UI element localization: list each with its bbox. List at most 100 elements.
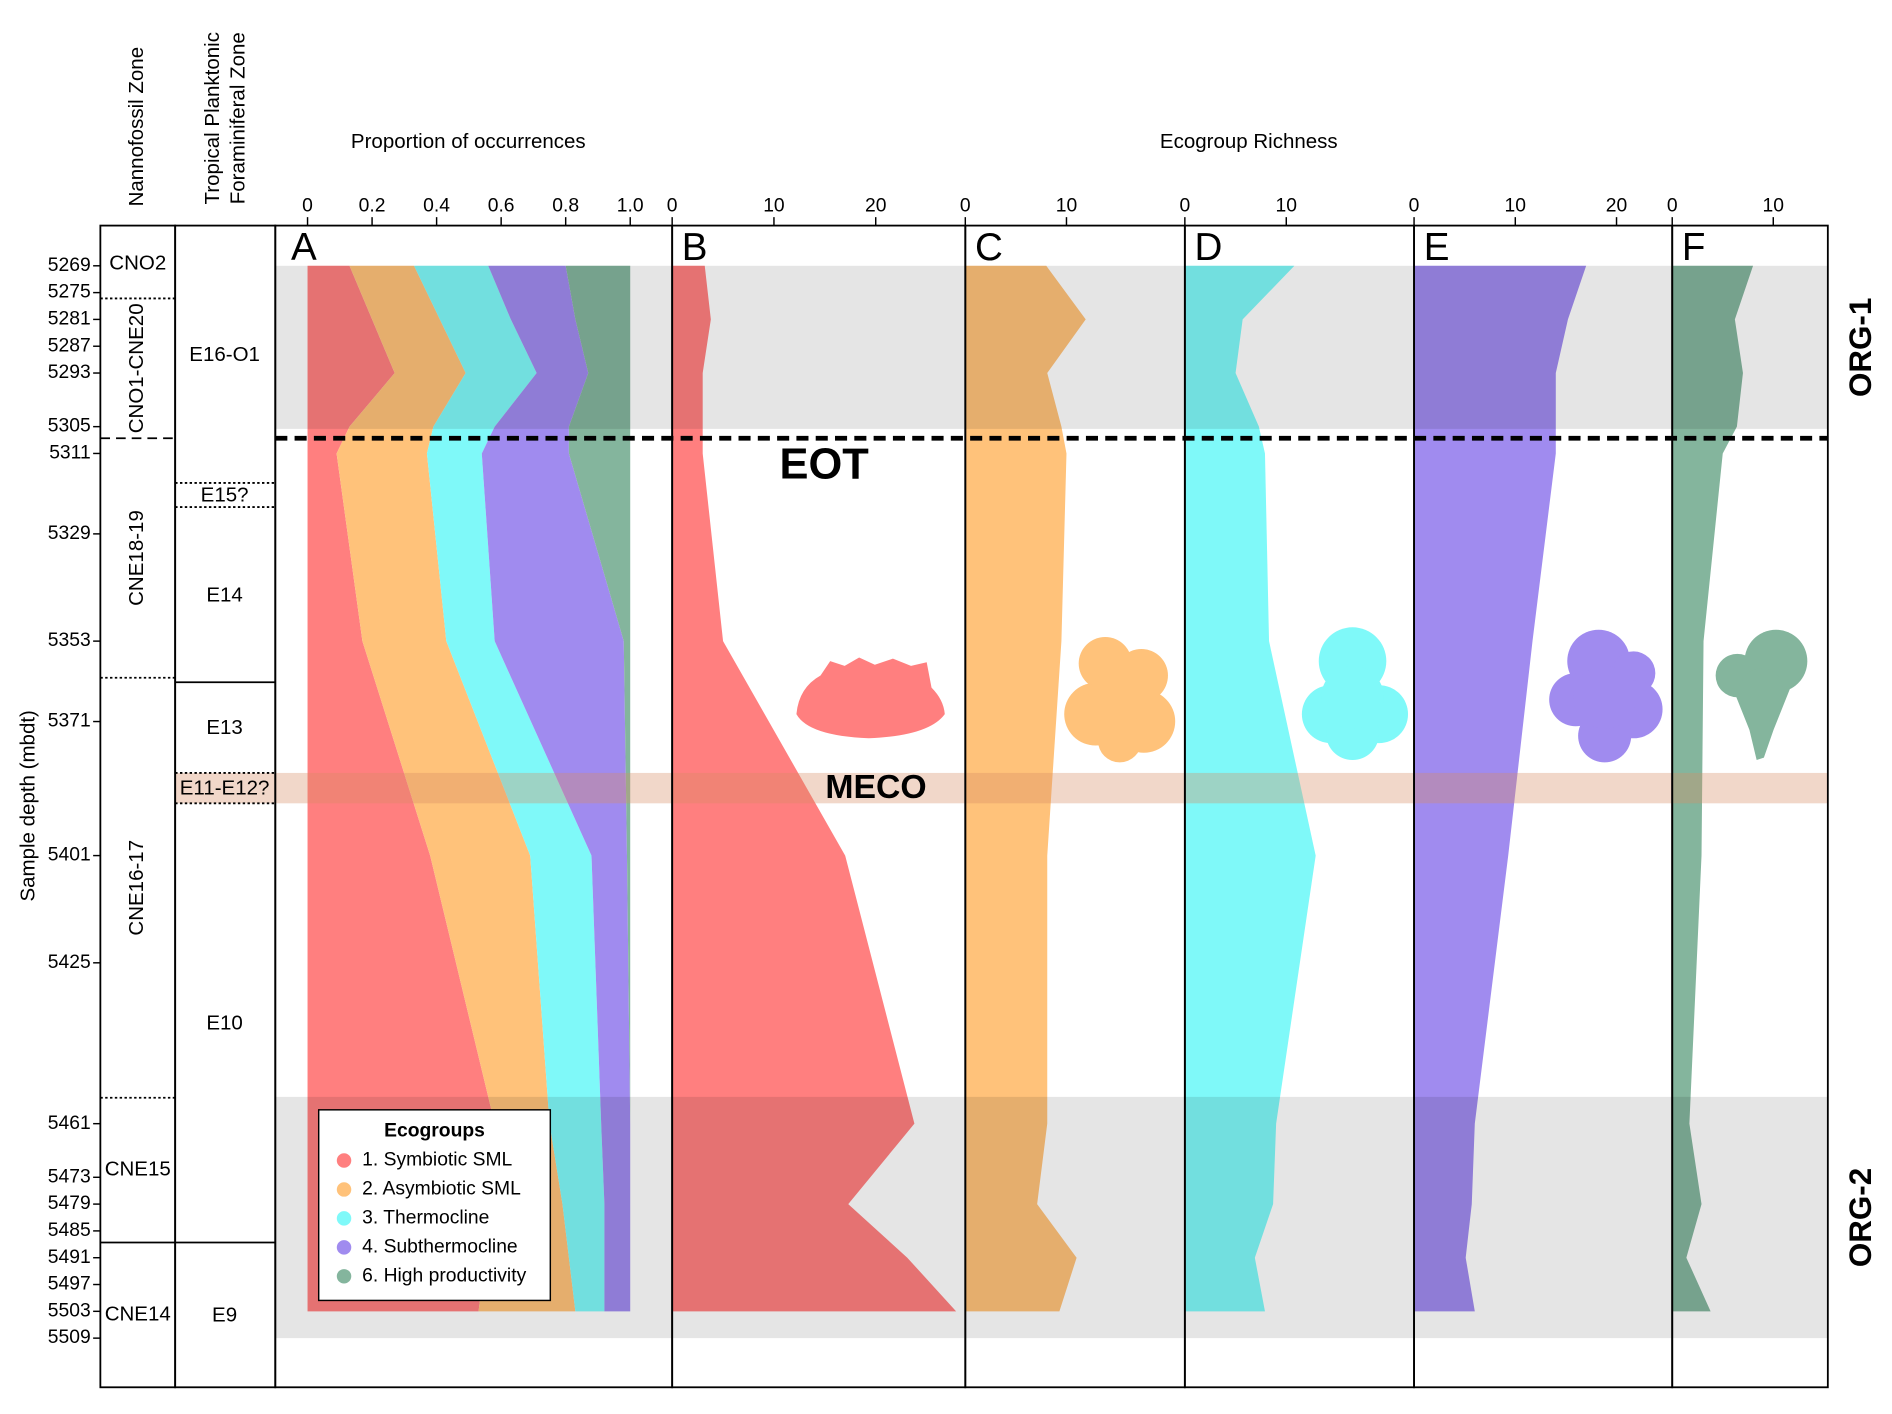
legend-label: 2. Asymbiotic SML — [362, 1179, 521, 1200]
legend-box — [317, 1109, 552, 1302]
plank-zone-label: E14 — [206, 583, 242, 606]
y-tick-label: 5275 — [48, 282, 91, 303]
y-tick-label: 5293 — [48, 362, 91, 383]
x-tick-label: 10 — [1056, 195, 1077, 216]
nanno-title: Nannofossil Zone — [125, 47, 148, 207]
interval-label: ORG-1 — [1843, 298, 1878, 397]
panel-letter: C — [975, 226, 1003, 269]
plank-zone-label: E13 — [206, 716, 242, 739]
plank-zone-label: E11-E12? — [180, 777, 270, 800]
y-tick-label: 5473 — [48, 1166, 91, 1187]
nanno-zone-label: CNO1-CNE20 — [125, 303, 148, 433]
y-tick-label: 5497 — [48, 1274, 91, 1295]
x-tick-label: 10 — [763, 195, 784, 216]
stack-area — [307, 265, 495, 1312]
x-tick-label: 10 — [1505, 195, 1526, 216]
x-tick-label: 20 — [1606, 195, 1627, 216]
foram-icon — [1097, 718, 1142, 763]
y-tick-label: 5329 — [48, 523, 91, 544]
y-tick-label: 5491 — [48, 1247, 91, 1268]
legend-label: 4. Subthermocline — [362, 1236, 518, 1257]
x-tick-label: 0.4 — [423, 195, 450, 216]
meco-label: MECO — [825, 768, 926, 806]
legend-swatch — [336, 1211, 352, 1226]
legend-label: 1. Symbiotic SML — [362, 1150, 512, 1171]
x-tick-label: 10 — [1763, 195, 1784, 216]
x-tick-label: 0 — [960, 195, 971, 216]
plank-zone-label: E16-O1 — [189, 343, 260, 366]
y-tick-label: 5509 — [48, 1327, 91, 1348]
foram-icon — [1321, 665, 1384, 729]
foram-icon — [1088, 668, 1147, 727]
richness-area — [672, 265, 957, 1312]
zone-frame — [174, 224, 277, 1389]
y-tick-label: 5269 — [48, 255, 91, 276]
x-tick-label: 10 — [1276, 195, 1297, 216]
y-tick-label: 5401 — [48, 845, 91, 866]
y-tick-label: 5485 — [48, 1220, 91, 1241]
y-tick-label: 5353 — [48, 630, 91, 651]
stack-area — [336, 265, 576, 1312]
x-tick-label: 1.0 — [617, 195, 644, 216]
legend-title: Ecogroups — [384, 1121, 485, 1142]
interval-band — [275, 265, 1828, 429]
panel-letter: F — [1682, 226, 1706, 269]
nanno-zone-label: CNE15 — [105, 1158, 171, 1181]
plank-zone-label: E9 — [212, 1304, 237, 1327]
meco-band — [175, 772, 1828, 804]
panel-letter: E — [1424, 226, 1450, 269]
x-tick-label: 0.8 — [552, 195, 579, 216]
y-tick-label: 5503 — [48, 1300, 91, 1321]
legend-swatch — [336, 1240, 352, 1255]
eot-label: EOT — [780, 441, 870, 489]
y-tick-label: 5371 — [48, 711, 91, 732]
y-tick-label: 5305 — [48, 416, 91, 437]
y-tick-label: 5479 — [48, 1193, 91, 1214]
panel-letter: D — [1195, 226, 1223, 269]
legend-swatch — [336, 1182, 352, 1197]
richness-area — [1184, 265, 1316, 1312]
nanno-zone-label: CNO2 — [109, 252, 166, 275]
nanno-zone-label: CNE18-19 — [125, 510, 148, 606]
foram-icon — [1732, 687, 1791, 760]
stack-area — [481, 265, 631, 1312]
x-tick-label: 0 — [1179, 195, 1190, 216]
legend-swatch — [336, 1269, 352, 1284]
richness-area — [965, 265, 1086, 1312]
y-tick-label: 5311 — [49, 443, 90, 464]
y-tick-label: 5425 — [48, 952, 91, 973]
x-tick-label: 0.2 — [359, 195, 386, 216]
x-tick-label: 20 — [865, 195, 886, 216]
panel-letter: B — [682, 226, 708, 269]
x-tick-label: 0 — [667, 195, 678, 216]
y-tick-label: 5461 — [48, 1113, 91, 1134]
plank-zone-label: E15? — [201, 484, 249, 507]
richness-area — [1672, 265, 1754, 1312]
y-tick-label: 5287 — [48, 335, 91, 356]
nanno-zone-label: CNE14 — [105, 1302, 171, 1325]
proportion-title: Proportion of occurrences — [351, 130, 586, 153]
y-axis-title: Sample depth (mbdt) — [17, 710, 40, 901]
interval-label: ORG-2 — [1843, 1168, 1878, 1267]
nanno-zone-label: CNE16-17 — [125, 840, 148, 936]
foram-icon — [796, 657, 945, 739]
plank-zone-label: E10 — [206, 1012, 242, 1035]
foram-icon — [1573, 665, 1637, 729]
x-tick-label: 0 — [302, 195, 313, 216]
panel-letter: A — [291, 226, 317, 269]
y-tick-label: 5281 — [48, 309, 91, 330]
legend-label: 3. Thermocline — [362, 1207, 489, 1228]
x-tick-label: 0 — [1667, 195, 1678, 216]
panel-frame — [1671, 224, 1829, 1389]
stack-area — [565, 265, 631, 1312]
x-tick-label: 0 — [1409, 195, 1420, 216]
plank-title: Foraminiferal Zone — [227, 32, 250, 204]
legend-label: 6. High productivity — [362, 1265, 526, 1286]
richness-title: Ecogroup Richness — [1160, 130, 1338, 153]
x-tick-label: 0.6 — [488, 195, 515, 216]
legend-swatch — [336, 1153, 352, 1168]
richness-area — [1414, 265, 1587, 1312]
stack-area — [414, 265, 605, 1312]
